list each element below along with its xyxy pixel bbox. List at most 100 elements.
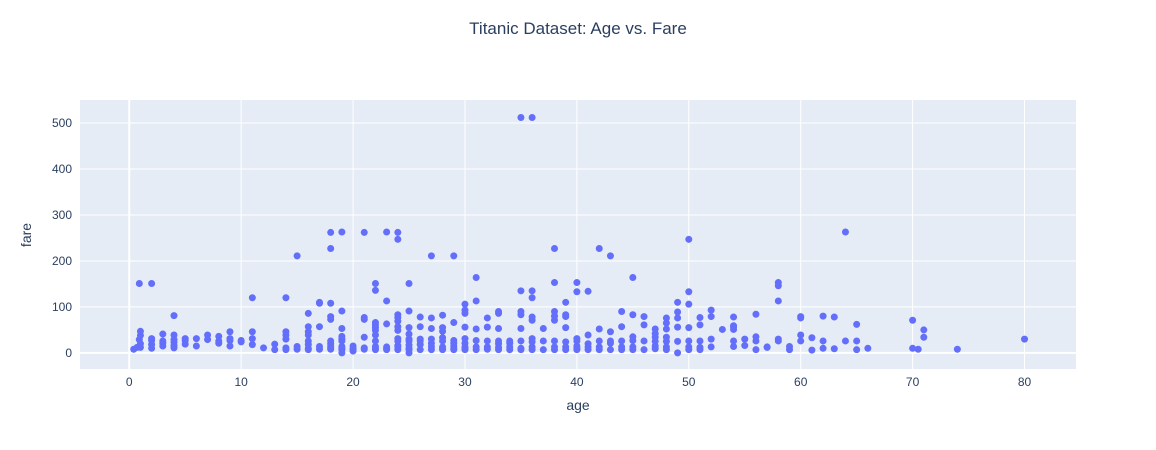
data-point bbox=[696, 337, 704, 345]
data-point bbox=[573, 288, 581, 296]
data-point bbox=[450, 319, 458, 327]
data-point bbox=[752, 346, 760, 354]
data-point bbox=[528, 313, 536, 321]
data-point bbox=[383, 320, 391, 328]
data-point bbox=[830, 313, 838, 321]
data-point bbox=[271, 346, 279, 354]
data-point bbox=[371, 337, 379, 345]
data-point bbox=[550, 279, 558, 287]
data-point bbox=[539, 325, 547, 333]
data-point bbox=[349, 342, 357, 350]
data-point bbox=[685, 300, 693, 308]
data-point bbox=[170, 312, 178, 320]
data-point bbox=[853, 346, 861, 354]
data-point bbox=[674, 308, 682, 316]
data-point bbox=[662, 314, 670, 322]
data-point bbox=[953, 345, 961, 353]
data-point bbox=[304, 323, 312, 331]
y-tick-label: 100 bbox=[52, 300, 72, 314]
data-point bbox=[416, 335, 424, 343]
data-point bbox=[293, 252, 301, 260]
data-point bbox=[439, 311, 447, 319]
data-point bbox=[170, 331, 178, 339]
data-point bbox=[371, 286, 379, 294]
data-point bbox=[226, 335, 234, 343]
data-point bbox=[595, 245, 603, 253]
data-point bbox=[338, 228, 346, 236]
data-point bbox=[562, 338, 570, 346]
data-point bbox=[338, 342, 346, 350]
data-point bbox=[606, 346, 614, 354]
x-axis-ticks: 0 10 20 30 40 50 60 70 80 bbox=[126, 375, 1032, 389]
data-point bbox=[808, 346, 816, 354]
data-point bbox=[618, 343, 626, 351]
data-point bbox=[148, 279, 156, 287]
data-point bbox=[841, 337, 849, 345]
data-point bbox=[662, 343, 670, 351]
data-point bbox=[405, 307, 413, 315]
data-point bbox=[853, 337, 861, 345]
data-point bbox=[394, 335, 402, 343]
data-point bbox=[741, 342, 749, 350]
data-point bbox=[550, 343, 558, 351]
data-point bbox=[495, 337, 503, 345]
data-point bbox=[450, 252, 458, 260]
data-point bbox=[383, 228, 391, 236]
data-point bbox=[472, 297, 480, 305]
data-point bbox=[360, 313, 368, 321]
x-tick-label: 80 bbox=[1018, 375, 1032, 389]
data-point bbox=[830, 345, 838, 353]
data-point bbox=[685, 324, 693, 332]
data-point bbox=[338, 307, 346, 315]
data-point bbox=[517, 287, 525, 295]
data-point bbox=[282, 344, 290, 352]
data-point bbox=[248, 328, 256, 336]
data-point bbox=[920, 326, 928, 334]
data-point bbox=[707, 306, 715, 314]
data-point bbox=[315, 298, 323, 306]
data-point bbox=[483, 323, 491, 331]
data-point bbox=[461, 335, 469, 343]
data-point bbox=[786, 342, 794, 350]
data-point bbox=[293, 342, 301, 350]
data-point bbox=[629, 343, 637, 351]
data-point bbox=[495, 325, 503, 333]
data-point bbox=[439, 324, 447, 332]
data-point bbox=[550, 308, 558, 316]
x-tick-label: 60 bbox=[794, 375, 808, 389]
data-point bbox=[774, 297, 782, 305]
data-point bbox=[148, 335, 156, 343]
data-point bbox=[909, 344, 917, 352]
y-tick-label: 400 bbox=[52, 162, 72, 176]
data-point bbox=[360, 333, 368, 341]
data-point bbox=[629, 273, 637, 281]
data-point bbox=[573, 342, 581, 350]
data-point bbox=[472, 343, 480, 351]
data-point bbox=[338, 325, 346, 333]
data-point bbox=[584, 331, 592, 339]
data-point bbox=[517, 337, 525, 345]
data-point bbox=[718, 325, 726, 333]
data-point bbox=[450, 336, 458, 344]
data-point bbox=[427, 335, 435, 343]
data-point bbox=[528, 287, 536, 295]
data-point bbox=[472, 273, 480, 281]
data-point bbox=[674, 337, 682, 345]
data-point bbox=[797, 337, 805, 345]
data-point bbox=[405, 330, 413, 338]
data-point bbox=[260, 344, 268, 352]
data-point bbox=[730, 313, 738, 321]
data-point bbox=[483, 343, 491, 351]
data-point bbox=[819, 344, 827, 352]
chart-title: Titanic Dataset: Age vs. Fare bbox=[469, 19, 687, 38]
data-point bbox=[730, 322, 738, 330]
data-point bbox=[405, 324, 413, 332]
data-point bbox=[472, 325, 480, 333]
data-point bbox=[550, 245, 558, 253]
data-point bbox=[741, 335, 749, 343]
data-point bbox=[461, 323, 469, 331]
x-tick-label: 30 bbox=[458, 375, 472, 389]
data-point bbox=[584, 287, 592, 295]
y-tick-label: 300 bbox=[52, 208, 72, 222]
data-point bbox=[606, 328, 614, 336]
